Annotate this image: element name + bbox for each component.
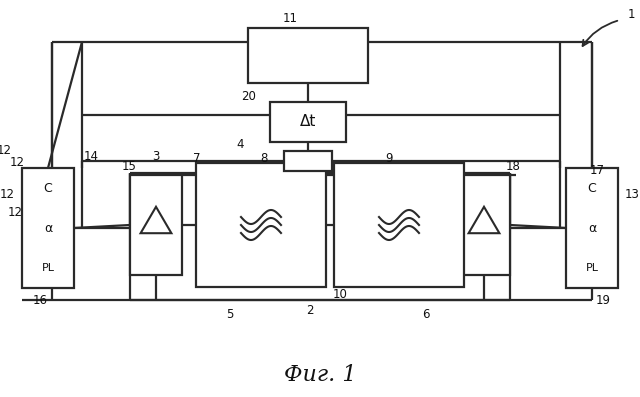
Text: PL: PL (42, 262, 54, 273)
Text: 13: 13 (625, 189, 640, 202)
Text: C: C (44, 182, 52, 195)
Text: 7: 7 (193, 152, 200, 164)
Text: 17: 17 (590, 164, 605, 177)
Bar (196, 163, 326, 287)
Text: 12: 12 (0, 189, 15, 202)
Text: 8: 8 (260, 152, 268, 164)
Text: 19: 19 (595, 293, 611, 306)
Bar (130, 175, 182, 275)
Text: 12: 12 (8, 206, 23, 220)
Text: 1: 1 (628, 8, 636, 21)
Bar (248, 28, 368, 83)
Text: 5: 5 (227, 308, 234, 322)
Text: 12: 12 (0, 143, 12, 156)
Text: Δt: Δt (300, 114, 316, 129)
Text: 20: 20 (241, 91, 256, 104)
Bar (566, 168, 618, 288)
Text: 2: 2 (307, 303, 314, 316)
Text: PL: PL (586, 262, 598, 273)
Text: 4: 4 (237, 139, 244, 152)
Text: 16: 16 (33, 293, 47, 306)
Text: C: C (588, 182, 596, 195)
Text: 3: 3 (152, 150, 160, 164)
Text: 15: 15 (122, 160, 137, 173)
Text: 18: 18 (506, 160, 520, 173)
Text: 10: 10 (333, 289, 348, 301)
Bar (22, 168, 74, 288)
Text: α: α (44, 222, 52, 235)
Text: 6: 6 (422, 308, 429, 322)
Text: 14: 14 (84, 150, 99, 164)
Text: 9: 9 (385, 152, 393, 164)
Text: 12: 12 (10, 156, 25, 168)
Bar (458, 175, 510, 275)
Bar (284, 151, 332, 171)
Text: α: α (588, 222, 596, 235)
Bar (270, 102, 346, 142)
Text: 11: 11 (282, 12, 298, 25)
Bar (334, 163, 464, 287)
Text: Фиг. 1: Фиг. 1 (284, 364, 356, 386)
